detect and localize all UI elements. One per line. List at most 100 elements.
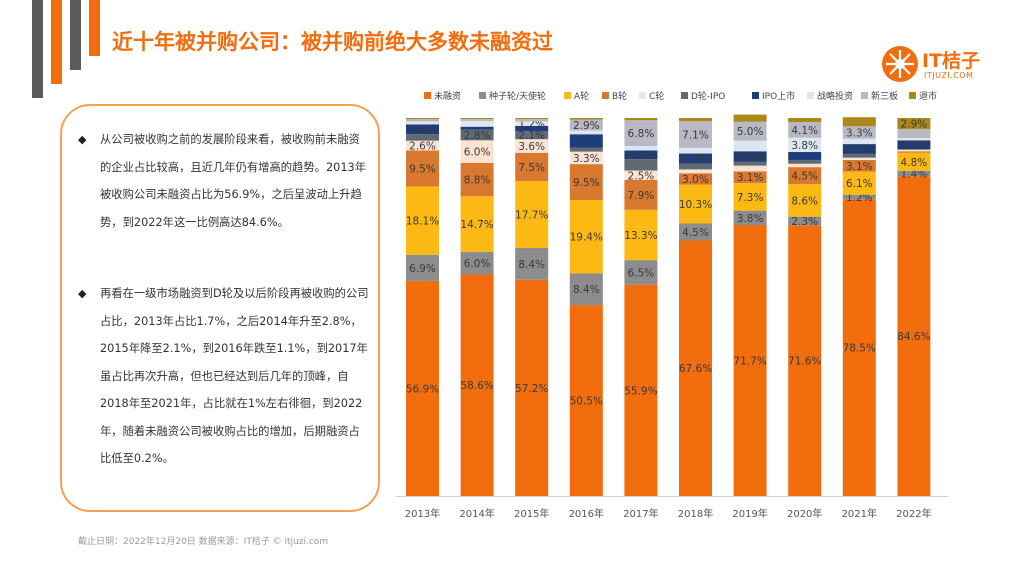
bar-segment bbox=[788, 152, 822, 160]
legend-swatch bbox=[564, 92, 571, 99]
bar-segment bbox=[406, 118, 439, 120]
x-tick-label: 2014年 bbox=[459, 507, 494, 520]
data-label: 8.4% bbox=[573, 284, 600, 296]
bar-segment bbox=[842, 153, 876, 158]
bar-segment bbox=[679, 153, 712, 164]
x-tick-label: 2022年 bbox=[896, 507, 931, 520]
bar-segment bbox=[460, 119, 494, 122]
bar-segment bbox=[515, 279, 549, 496]
data-label: 3.3% bbox=[573, 153, 600, 165]
page-title: 近十年被并购公司：被并购前绝大多数未融资过 bbox=[112, 30, 553, 54]
data-label: 4.5% bbox=[682, 227, 709, 239]
x-tick-label: 2013年 bbox=[405, 507, 440, 520]
data-label: 5.0% bbox=[737, 126, 764, 138]
data-label: 18.1% bbox=[406, 216, 439, 228]
bar-segment bbox=[842, 171, 876, 195]
bar-segment bbox=[679, 147, 712, 154]
bar-segment bbox=[569, 151, 603, 165]
bar-segment bbox=[569, 130, 603, 135]
data-label: 58.6% bbox=[460, 380, 493, 392]
summary-text-box: ◆ 从公司被收购之前的发展阶段来看，被收购前未融资的企业占比较高，且近几年仍有增… bbox=[60, 104, 380, 512]
legend-label: D轮-IPO bbox=[691, 90, 725, 102]
bar-segment bbox=[788, 159, 822, 164]
x-tick-label: 2019年 bbox=[732, 507, 767, 520]
data-label: 3.6% bbox=[518, 141, 545, 153]
legend-label: 未融资 bbox=[434, 90, 461, 102]
bar-segment bbox=[569, 164, 603, 201]
bar-segment bbox=[733, 140, 767, 152]
data-label: 4.1% bbox=[791, 125, 818, 137]
data-label: 2.9% bbox=[573, 120, 600, 132]
orange-logo-icon bbox=[882, 46, 918, 82]
data-label: 56.9% bbox=[406, 383, 439, 395]
bar-segment bbox=[733, 171, 767, 184]
bar-segment bbox=[788, 118, 822, 123]
stacked-bar-chart: 未融资 种子轮/天使轮 A轮 B轮 C轮 D轮-IPO IPO上市 战略投资 新三板 退市 56.9… bbox=[388, 82, 1020, 530]
bar-segment bbox=[897, 128, 931, 139]
data-label: 3.1% bbox=[846, 161, 873, 173]
x-tick-label: 2016年 bbox=[569, 507, 604, 520]
data-label: 6.9% bbox=[409, 263, 436, 275]
data-label: 3.8% bbox=[737, 213, 764, 225]
bar-segment bbox=[515, 131, 549, 140]
bar-segment bbox=[460, 126, 494, 130]
bar-segment bbox=[515, 181, 549, 249]
decor-bar-4 bbox=[89, 0, 100, 56]
legend-label: IPO上市 bbox=[762, 90, 795, 102]
data-label: 6.8% bbox=[628, 128, 655, 140]
data-label: 1.2% bbox=[846, 192, 873, 204]
bar-segment bbox=[406, 124, 439, 135]
data-label: 1.2% bbox=[518, 119, 545, 131]
bar-segment bbox=[679, 169, 712, 174]
data-label: 2.8% bbox=[737, 152, 764, 164]
data-label: 71.7% bbox=[733, 355, 766, 367]
legend-swatch bbox=[909, 92, 916, 99]
legend-swatch bbox=[424, 92, 431, 99]
bar-segment bbox=[842, 126, 876, 139]
bar-segment bbox=[897, 170, 931, 177]
data-label: 2.6% bbox=[846, 144, 873, 156]
bar-segment bbox=[679, 223, 712, 241]
data-label: 14.7% bbox=[460, 219, 493, 231]
data-label: 6.0% bbox=[464, 147, 491, 159]
summary-bullet: ◆ 再看在一级市场融资到D轮及以后阶段再被收购的公司占比，2013年占比1.7%… bbox=[78, 280, 370, 473]
bar-segment bbox=[679, 240, 712, 496]
bar-segment bbox=[406, 121, 439, 125]
bar-segment bbox=[733, 151, 767, 162]
data-label: 7.1% bbox=[682, 129, 709, 141]
bar-segment bbox=[624, 145, 658, 151]
legend-label: 新三板 bbox=[871, 90, 898, 102]
data-label: 6.1% bbox=[846, 178, 873, 190]
data-label: 17.7% bbox=[515, 210, 548, 222]
bar-segment bbox=[897, 176, 931, 496]
bar-segment bbox=[788, 137, 822, 153]
bar-segment bbox=[733, 161, 767, 166]
bullet-text: 从公司被收购之前的发展阶段来看，被收购前未融资的企业占比较高，且近几年仍有增高的… bbox=[100, 133, 366, 229]
data-label: 2.3% bbox=[791, 216, 818, 228]
bar-segment bbox=[406, 150, 439, 187]
bar-segment bbox=[569, 134, 603, 148]
x-tick-label: 2020年 bbox=[787, 507, 822, 520]
bar-segment bbox=[515, 121, 549, 126]
bar-segment bbox=[842, 144, 876, 154]
decor-bar-2 bbox=[51, 0, 62, 84]
bar-segment bbox=[460, 140, 494, 163]
decor-bar-1 bbox=[32, 0, 43, 98]
bar-segment bbox=[897, 149, 931, 152]
bar-segment bbox=[624, 118, 658, 121]
data-label: 6.0% bbox=[464, 258, 491, 270]
bar-segment bbox=[679, 184, 712, 224]
data-label: 4.5% bbox=[791, 171, 818, 183]
legend-label: B轮 bbox=[612, 90, 627, 102]
bar-segment bbox=[788, 225, 822, 497]
bar-segment bbox=[897, 138, 931, 141]
bar-segment bbox=[515, 139, 549, 153]
bar-segment bbox=[569, 147, 603, 152]
data-label: 2.6% bbox=[409, 124, 436, 136]
diamond-bullet-icon: ◆ bbox=[78, 287, 87, 300]
bar-segment bbox=[515, 119, 549, 122]
data-label: 50.5% bbox=[570, 396, 603, 408]
data-label: 1.4% bbox=[901, 169, 928, 181]
legend-label: 种子轮/天使轮 bbox=[489, 90, 546, 102]
brand-logo: IT桔子 ITJUZI.COM bbox=[882, 42, 1010, 86]
